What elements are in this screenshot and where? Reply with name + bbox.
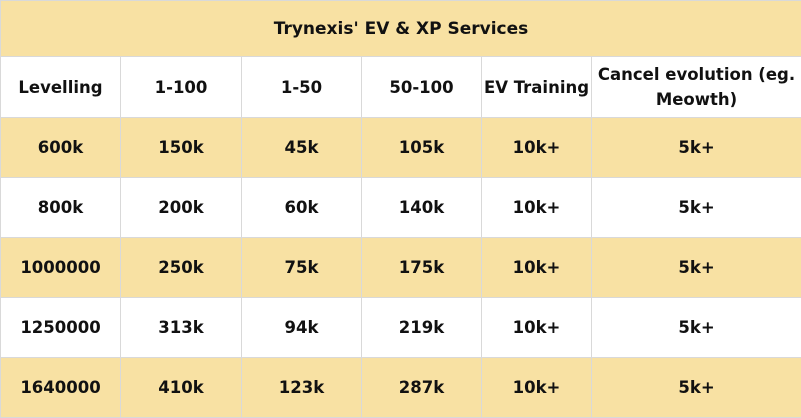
cell-1-50[interactable]: 45k [241,117,362,178]
header-1-100[interactable]: 1-100 [120,56,242,118]
cell-50-100[interactable]: 175k [361,237,482,298]
cell-levelling[interactable]: 800k [0,177,121,238]
cell-cancel-evolution[interactable]: 5k+ [590,357,801,418]
cell-1-50[interactable]: 94k [241,297,362,358]
cell-50-100[interactable]: 105k [361,117,482,178]
header-1-50[interactable]: 1-50 [241,56,362,118]
cell-1-100[interactable]: 313k [120,297,242,358]
cell-1-100[interactable]: 200k [120,177,242,238]
cell-ev-training[interactable]: 10k+ [481,357,592,418]
cell-cancel-evolution[interactable]: 5k+ [590,117,801,178]
cell-50-100[interactable]: 287k [361,357,482,418]
cell-1-50[interactable]: 123k [241,357,362,418]
cell-levelling[interactable]: 1000000 [0,237,121,298]
cell-ev-training[interactable]: 10k+ [481,297,592,358]
cell-1-50[interactable]: 60k [241,177,362,238]
cell-1-100[interactable]: 410k [120,357,242,418]
cell-levelling[interactable]: 1250000 [0,297,121,358]
cell-cancel-evolution[interactable]: 5k+ [590,237,801,298]
cell-ev-training[interactable]: 10k+ [481,237,592,298]
table-row: 1640000 410k 123k 287k 10k+ 5k+ [0,357,801,418]
cell-1-100[interactable]: 150k [120,117,242,178]
header-cancel-evolution[interactable]: Cancel evolution (eg. Meowth) [590,56,801,118]
header-levelling[interactable]: Levelling [0,56,121,118]
cell-cancel-evolution[interactable]: 5k+ [590,177,801,238]
header-ev-training[interactable]: EV Training [481,56,592,118]
cell-ev-training[interactable]: 10k+ [481,117,592,178]
cell-levelling[interactable]: 600k [0,117,121,178]
cell-cancel-evolution[interactable]: 5k+ [590,297,801,358]
cell-levelling[interactable]: 1640000 [0,357,121,418]
table-title[interactable]: Trynexis' EV & XP Services [0,0,801,57]
cell-50-100[interactable]: 140k [361,177,482,238]
table-row: 1000000 250k 75k 175k 10k+ 5k+ [0,237,801,298]
table-row: 1250000 313k 94k 219k 10k+ 5k+ [0,297,801,358]
cell-1-50[interactable]: 75k [241,237,362,298]
header-50-100[interactable]: 50-100 [361,56,482,118]
table-row: 600k 150k 45k 105k 10k+ 5k+ [0,117,801,178]
title-row: Trynexis' EV & XP Services [0,0,801,57]
cell-1-100[interactable]: 250k [120,237,242,298]
cell-50-100[interactable]: 219k [361,297,482,358]
table-row: 800k 200k 60k 140k 10k+ 5k+ [0,177,801,238]
header-row: Levelling 1-100 1-50 50-100 EV Training … [0,56,801,118]
cell-ev-training[interactable]: 10k+ [481,177,592,238]
